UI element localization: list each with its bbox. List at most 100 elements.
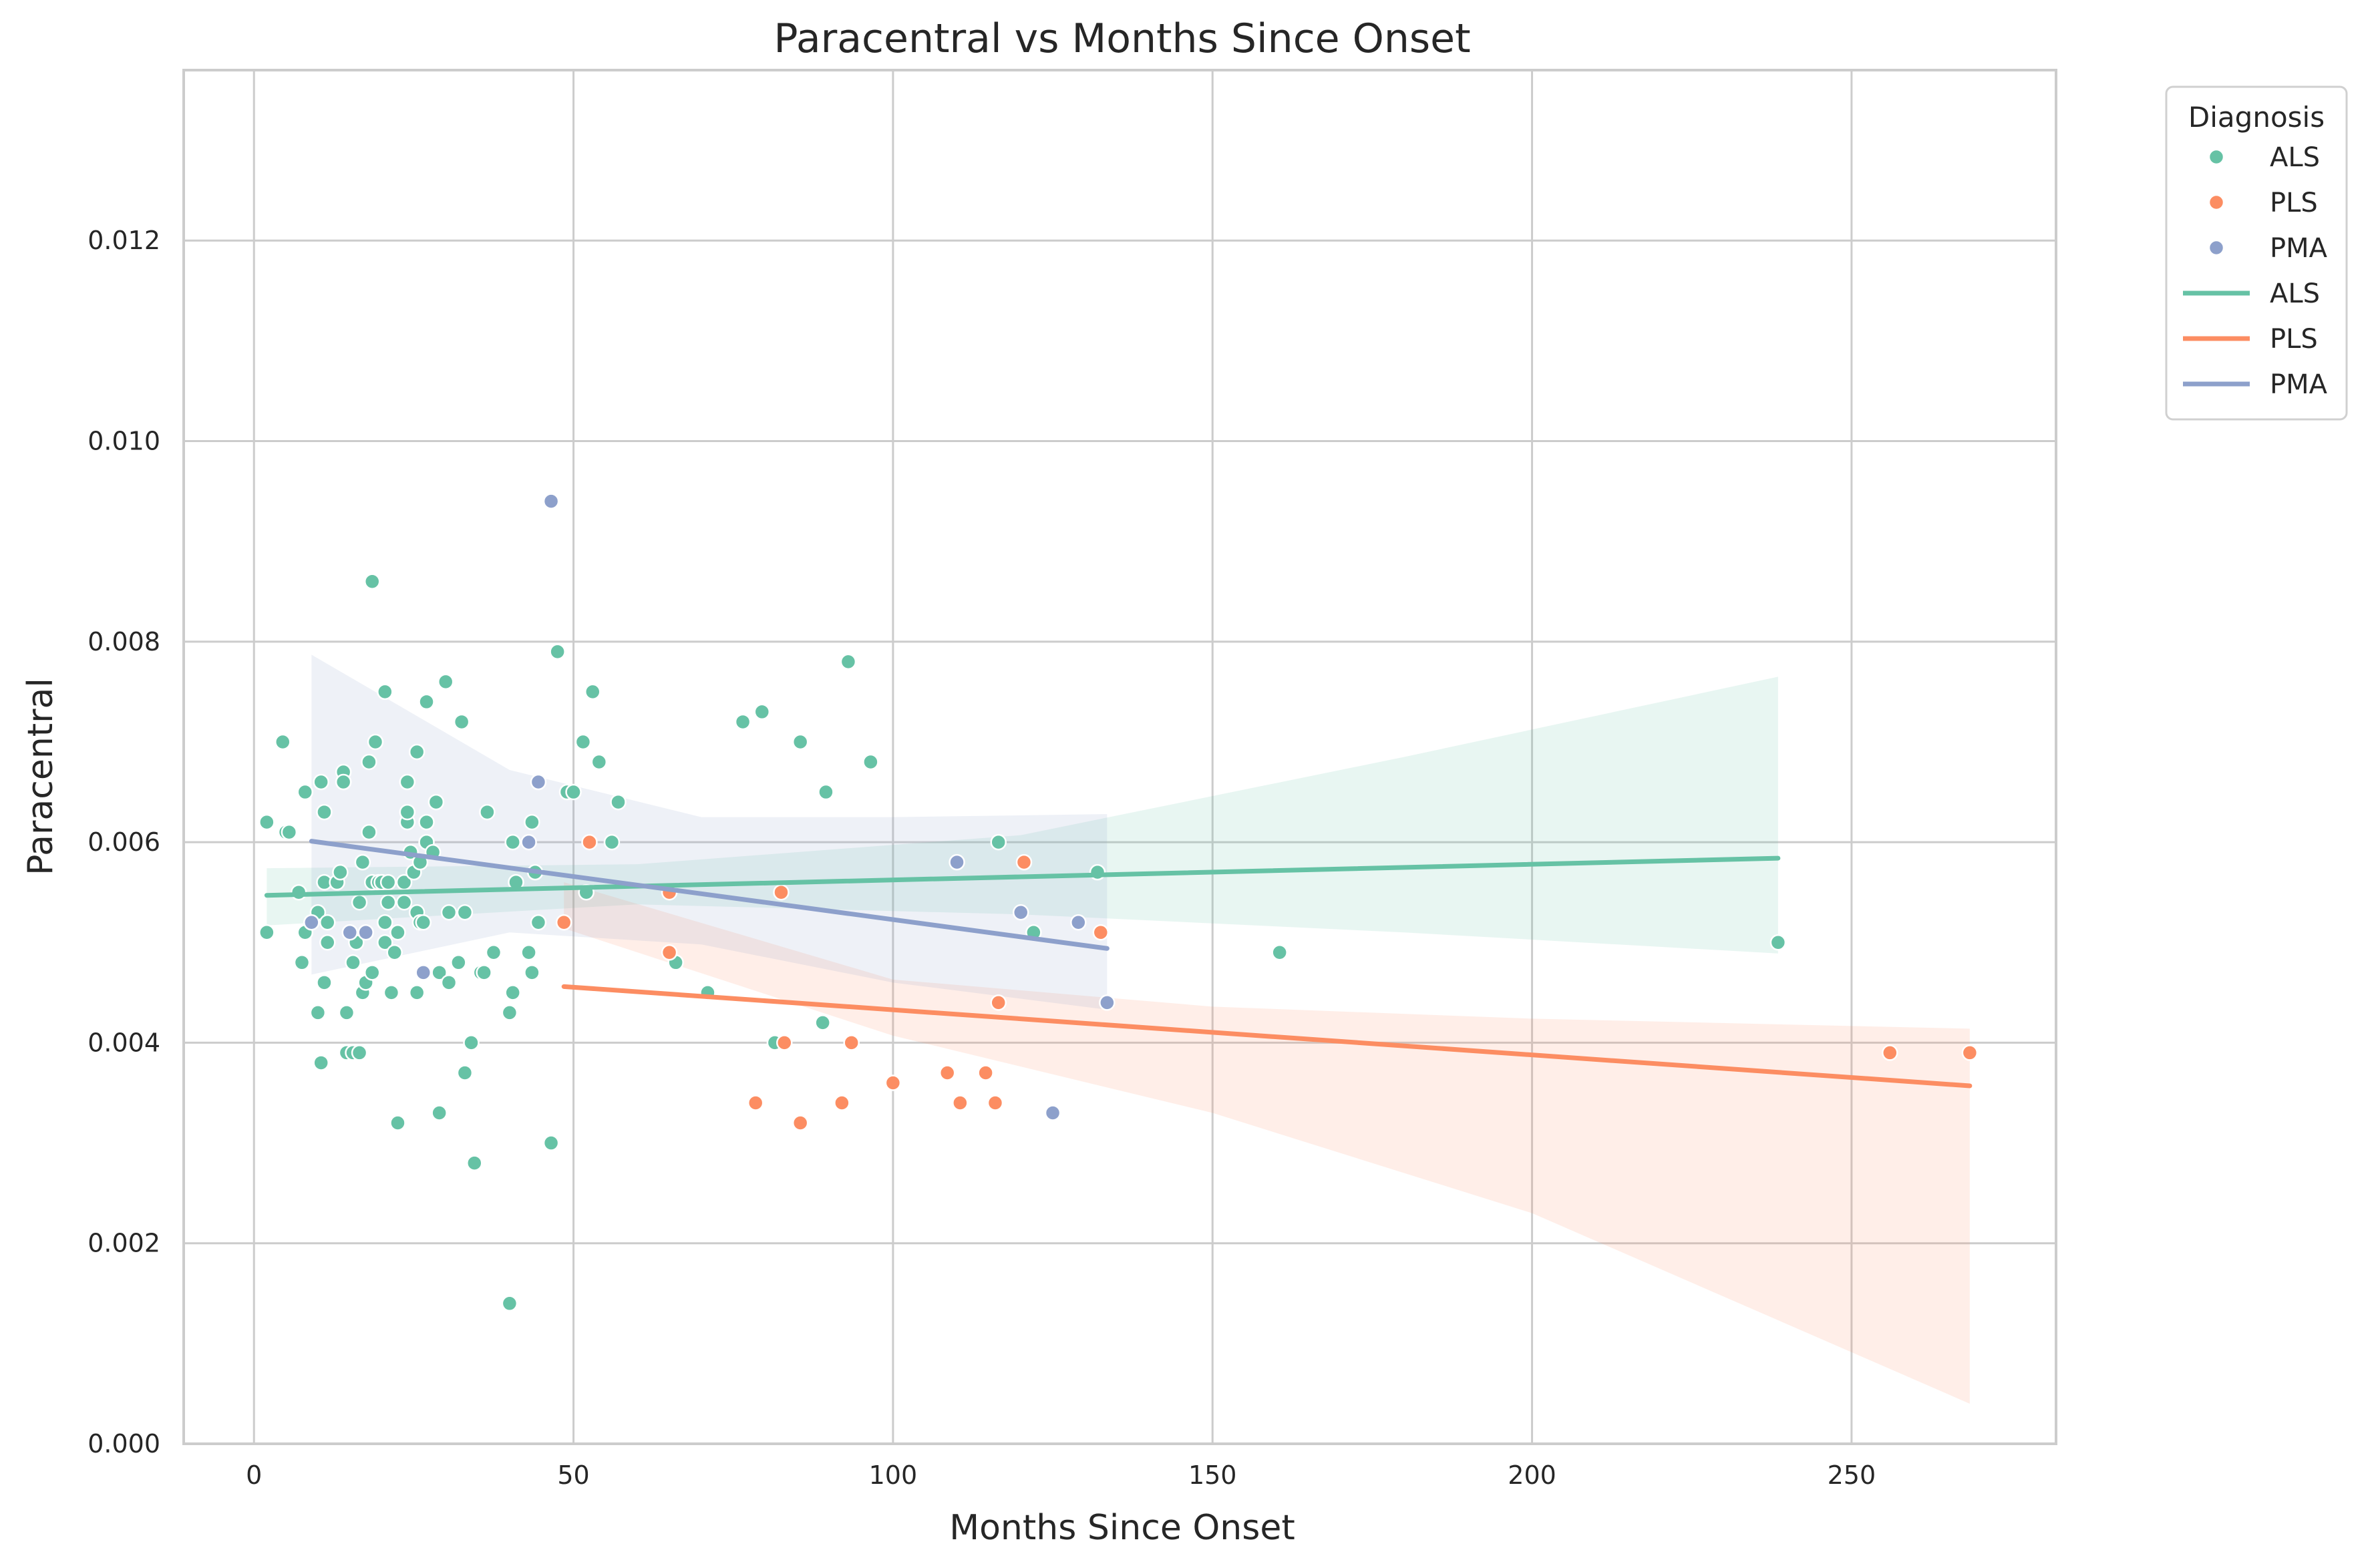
data-point-als <box>389 1115 406 1131</box>
data-point-pma <box>949 853 965 871</box>
data-point-als <box>565 783 582 801</box>
data-point-pls <box>884 1074 902 1091</box>
data-point-als <box>479 803 496 821</box>
data-point-als <box>408 984 426 1001</box>
data-point-als <box>415 914 432 931</box>
data-point-als <box>309 1004 327 1021</box>
data-point-pls <box>661 944 678 961</box>
data-point-als <box>319 934 336 951</box>
data-point-pma <box>303 914 320 931</box>
data-point-als <box>363 573 381 590</box>
data-point-als <box>383 984 400 1001</box>
data-point-pls <box>581 833 598 851</box>
data-point-als <box>316 803 333 821</box>
data-point-pma <box>1044 1105 1061 1121</box>
regression-line-als <box>264 855 1781 898</box>
data-point-als <box>753 703 771 721</box>
legend: Diagnosis ALS PLS PMA ALS PLS PMA <box>2165 85 2348 421</box>
data-point-als <box>379 894 397 911</box>
data-point-pls <box>1882 1044 1898 1061</box>
legend-marker-pls <box>2208 194 2225 211</box>
data-point-als <box>351 1044 368 1061</box>
data-point-als <box>990 833 1007 851</box>
data-point-als <box>377 914 393 931</box>
regression-line-pma <box>309 839 1110 951</box>
data-point-als <box>840 653 857 670</box>
data-point-als <box>395 894 413 911</box>
data-point-pma <box>1012 904 1029 921</box>
data-point-als <box>389 924 406 941</box>
x-tick-label: 50 <box>557 1460 589 1490</box>
y-tick-label: 0.008 <box>88 627 160 656</box>
data-point-als <box>437 673 454 691</box>
data-point-als <box>524 813 540 831</box>
series-pma <box>303 493 1116 1121</box>
data-point-als <box>431 1105 448 1121</box>
data-point-als <box>456 1064 474 1081</box>
data-point-als <box>1769 934 1787 951</box>
data-point-als <box>386 944 403 961</box>
data-point-als <box>361 823 377 841</box>
data-point-als <box>456 904 474 921</box>
data-point-als <box>485 944 502 961</box>
data-point-als <box>377 934 393 951</box>
data-point-als <box>1271 944 1288 961</box>
x-axis-label: Months Since Onset <box>949 1508 1295 1548</box>
data-point-pma <box>1070 914 1087 931</box>
data-point-als <box>418 693 435 711</box>
data-point-als <box>345 954 361 971</box>
legend-label: PMA <box>2270 233 2328 264</box>
plot-frame <box>182 69 2057 1445</box>
data-point-pls <box>1961 1044 1979 1061</box>
y-tick-label: 0.004 <box>88 1028 160 1057</box>
data-point-als <box>610 793 627 811</box>
legend-marker-als <box>2208 148 2225 166</box>
legend-label: PLS <box>2270 324 2318 355</box>
y-tick-label: 0.000 <box>88 1429 160 1458</box>
legend-label: PMA <box>2270 369 2328 400</box>
confidence-band-pls <box>564 882 1970 1404</box>
data-point-als <box>603 833 621 851</box>
data-point-als <box>408 743 426 761</box>
y-tick-label: 0.002 <box>88 1229 160 1258</box>
data-point-als <box>734 713 751 731</box>
data-point-als <box>293 954 311 971</box>
data-point-als <box>504 984 521 1001</box>
data-point-pls <box>555 914 572 931</box>
data-point-als <box>431 964 448 981</box>
legend-label: ALS <box>2270 142 2320 173</box>
data-point-pls <box>773 884 790 901</box>
data-point-pls <box>990 994 1007 1011</box>
data-point-als <box>574 733 592 751</box>
data-point-pma <box>415 964 432 981</box>
data-point-als <box>281 823 298 841</box>
data-point-als <box>590 753 608 771</box>
data-point-als <box>501 1004 518 1021</box>
data-point-als <box>440 974 458 991</box>
legend-title: Diagnosis <box>2188 101 2325 134</box>
data-point-pma <box>530 773 547 791</box>
data-point-als <box>319 914 336 931</box>
data-point-pls <box>834 1095 850 1111</box>
data-point-als <box>363 964 381 981</box>
data-point-als <box>584 683 601 701</box>
data-point-als <box>476 964 492 981</box>
legend-label: PLS <box>2270 188 2318 218</box>
data-point-pls <box>776 1034 793 1051</box>
x-tick-label: 250 <box>1828 1460 1876 1490</box>
data-point-pls <box>987 1095 1004 1111</box>
data-point-als <box>297 783 314 801</box>
data-point-pma <box>542 493 560 510</box>
series-als <box>259 573 1787 1312</box>
data-point-pma <box>341 924 358 941</box>
y-tick-label: 0.006 <box>88 827 160 857</box>
data-point-pls <box>977 1064 994 1081</box>
data-point-als <box>275 733 291 751</box>
legend-label: ALS <box>2270 278 2320 309</box>
y-tick-label: 0.010 <box>88 427 160 456</box>
data-point-als <box>351 894 368 911</box>
data-point-als <box>335 773 352 791</box>
data-point-als <box>259 924 275 941</box>
data-point-als <box>501 1295 518 1312</box>
plot-area: 0 50 100 150 200 250 0.000 0.002 0.004 0.006 0.008… <box>88 69 2057 1490</box>
